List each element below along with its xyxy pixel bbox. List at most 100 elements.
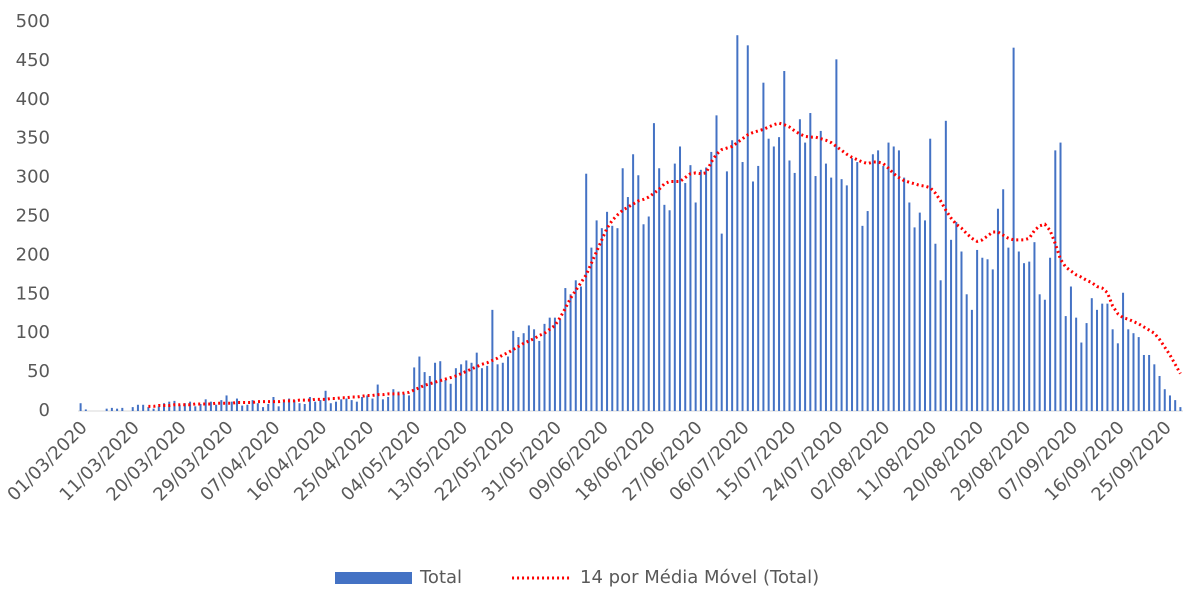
- bar: [903, 177, 906, 411]
- bar: [897, 150, 900, 411]
- bar: [673, 163, 676, 411]
- bar: [1049, 257, 1052, 411]
- bar: [772, 146, 775, 412]
- bar: [345, 398, 348, 411]
- bar: [1064, 316, 1067, 411]
- bar: [163, 403, 166, 411]
- bar: [209, 401, 212, 411]
- bar: [402, 393, 405, 411]
- bar: [1122, 292, 1125, 411]
- bar: [1090, 298, 1093, 411]
- bar: [1028, 261, 1031, 411]
- bar: [246, 404, 249, 411]
- bar: [350, 400, 353, 411]
- y-tick-label: 500: [16, 11, 50, 32]
- bar: [496, 364, 499, 411]
- bar: [913, 227, 916, 411]
- bar: [527, 325, 530, 411]
- bar: [79, 403, 82, 411]
- bar: [788, 160, 791, 411]
- bar: [929, 138, 932, 411]
- bar: [501, 362, 504, 411]
- bar: [215, 404, 218, 411]
- y-tick-label: 0: [39, 400, 50, 421]
- bar: [376, 384, 379, 411]
- bar: [1080, 342, 1083, 411]
- bar: [845, 185, 848, 411]
- bar: [595, 220, 598, 411]
- bar: [194, 406, 197, 411]
- bar: [976, 249, 979, 411]
- bar: [371, 398, 374, 411]
- bar: [590, 247, 593, 411]
- bar: [355, 401, 358, 411]
- bar: [314, 401, 317, 411]
- bar: [142, 404, 145, 411]
- bar: [637, 175, 640, 411]
- moving-average-line: [148, 121, 1182, 408]
- bar: [178, 404, 181, 411]
- bar: [444, 379, 447, 411]
- bar: [105, 408, 108, 411]
- bar: [366, 395, 369, 411]
- bar: [157, 406, 160, 411]
- bar: [329, 403, 332, 411]
- bar: [538, 340, 541, 411]
- bar: [892, 146, 895, 412]
- bar: [434, 362, 437, 411]
- bar: [131, 407, 134, 411]
- bar: [632, 154, 635, 411]
- bar: [1101, 303, 1104, 411]
- bar: [731, 140, 734, 412]
- bar: [1095, 309, 1098, 411]
- bar: [183, 403, 186, 411]
- bar: [1132, 333, 1135, 411]
- bar: [710, 151, 713, 411]
- bar: [793, 172, 796, 411]
- bar: [1127, 329, 1130, 411]
- bar: [600, 228, 603, 411]
- bar: [460, 364, 463, 411]
- bar: [1002, 189, 1005, 411]
- bar: [856, 162, 859, 411]
- legend-swatch: [335, 572, 412, 584]
- bar: [1085, 323, 1088, 411]
- bar: [668, 210, 671, 411]
- y-tick-label: 350: [16, 128, 50, 149]
- bar: [621, 168, 624, 411]
- bar: [965, 294, 968, 411]
- bar: [1012, 47, 1015, 411]
- bar: [340, 399, 343, 411]
- bar: [1059, 142, 1062, 411]
- bar: [579, 286, 582, 411]
- y-tick-label: 200: [16, 244, 50, 265]
- bar: [559, 319, 562, 411]
- legend-label: 14 por Média Móvel (Total): [580, 567, 819, 588]
- bar: [741, 162, 744, 411]
- bar: [814, 176, 817, 411]
- bar: [225, 395, 228, 411]
- bar: [798, 119, 801, 411]
- bar: [991, 269, 994, 411]
- bar: [908, 202, 911, 411]
- bar: [1116, 343, 1119, 411]
- bar: [517, 337, 520, 411]
- bar: [251, 400, 254, 411]
- bar: [606, 211, 609, 411]
- bar: [804, 142, 807, 411]
- bar: [392, 389, 395, 411]
- bar: [652, 123, 655, 411]
- bar: [996, 208, 999, 411]
- bar: [475, 352, 478, 411]
- bar: [319, 400, 322, 411]
- bar: [767, 138, 770, 411]
- bar: [288, 398, 291, 411]
- bar: [986, 259, 989, 411]
- bar: [840, 179, 843, 411]
- y-tick-label: 450: [16, 50, 50, 71]
- bar: [293, 400, 296, 411]
- bar: [861, 225, 864, 411]
- bar: [1054, 150, 1057, 411]
- bar: [241, 405, 244, 411]
